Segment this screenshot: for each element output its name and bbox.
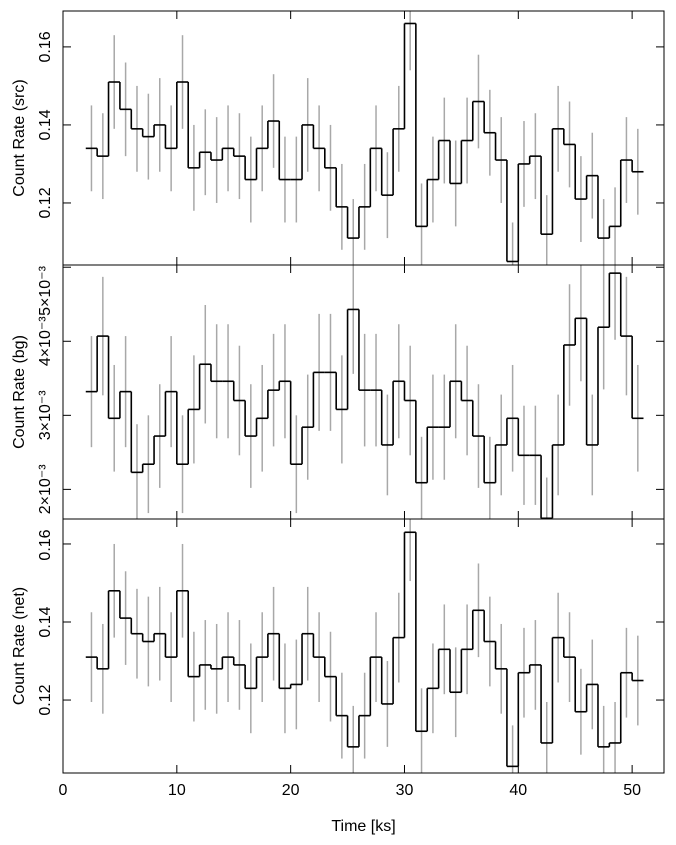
y-tick-label: 0.14 xyxy=(37,606,54,637)
y-axis-label: Count Rate (bg) xyxy=(11,335,28,449)
y-tick-label: 0.14 xyxy=(37,109,54,140)
plot-frame xyxy=(62,518,665,774)
y-tick-label: 5×10⁻³ xyxy=(37,265,54,315)
plot-frame xyxy=(62,10,665,266)
x-axis-label: Time [ks] xyxy=(331,818,395,835)
y-tick-label: 3×10⁻³ xyxy=(37,390,54,440)
x-tick-label: 40 xyxy=(509,782,527,799)
plot-frame xyxy=(62,264,665,520)
y-tick-label: 0.12 xyxy=(37,187,54,218)
y-tick-label: 2×10⁻³ xyxy=(37,464,54,514)
x-tick-label: 20 xyxy=(282,782,300,799)
x-tick-label: 10 xyxy=(168,782,186,799)
y-tick-label: 0.16 xyxy=(37,529,54,560)
x-tick-label: 30 xyxy=(396,782,414,799)
y-tick-label: 0.16 xyxy=(37,31,54,62)
y-tick-label: 0.12 xyxy=(37,684,54,715)
y-tick-label: 4×10⁻³ xyxy=(37,316,54,366)
x-tick-label: 0 xyxy=(59,782,68,799)
x-tick-label: 50 xyxy=(623,782,641,799)
y-axis-label: Count Rate (src) xyxy=(11,79,28,196)
y-axis-label: Count Rate (net) xyxy=(11,587,28,705)
